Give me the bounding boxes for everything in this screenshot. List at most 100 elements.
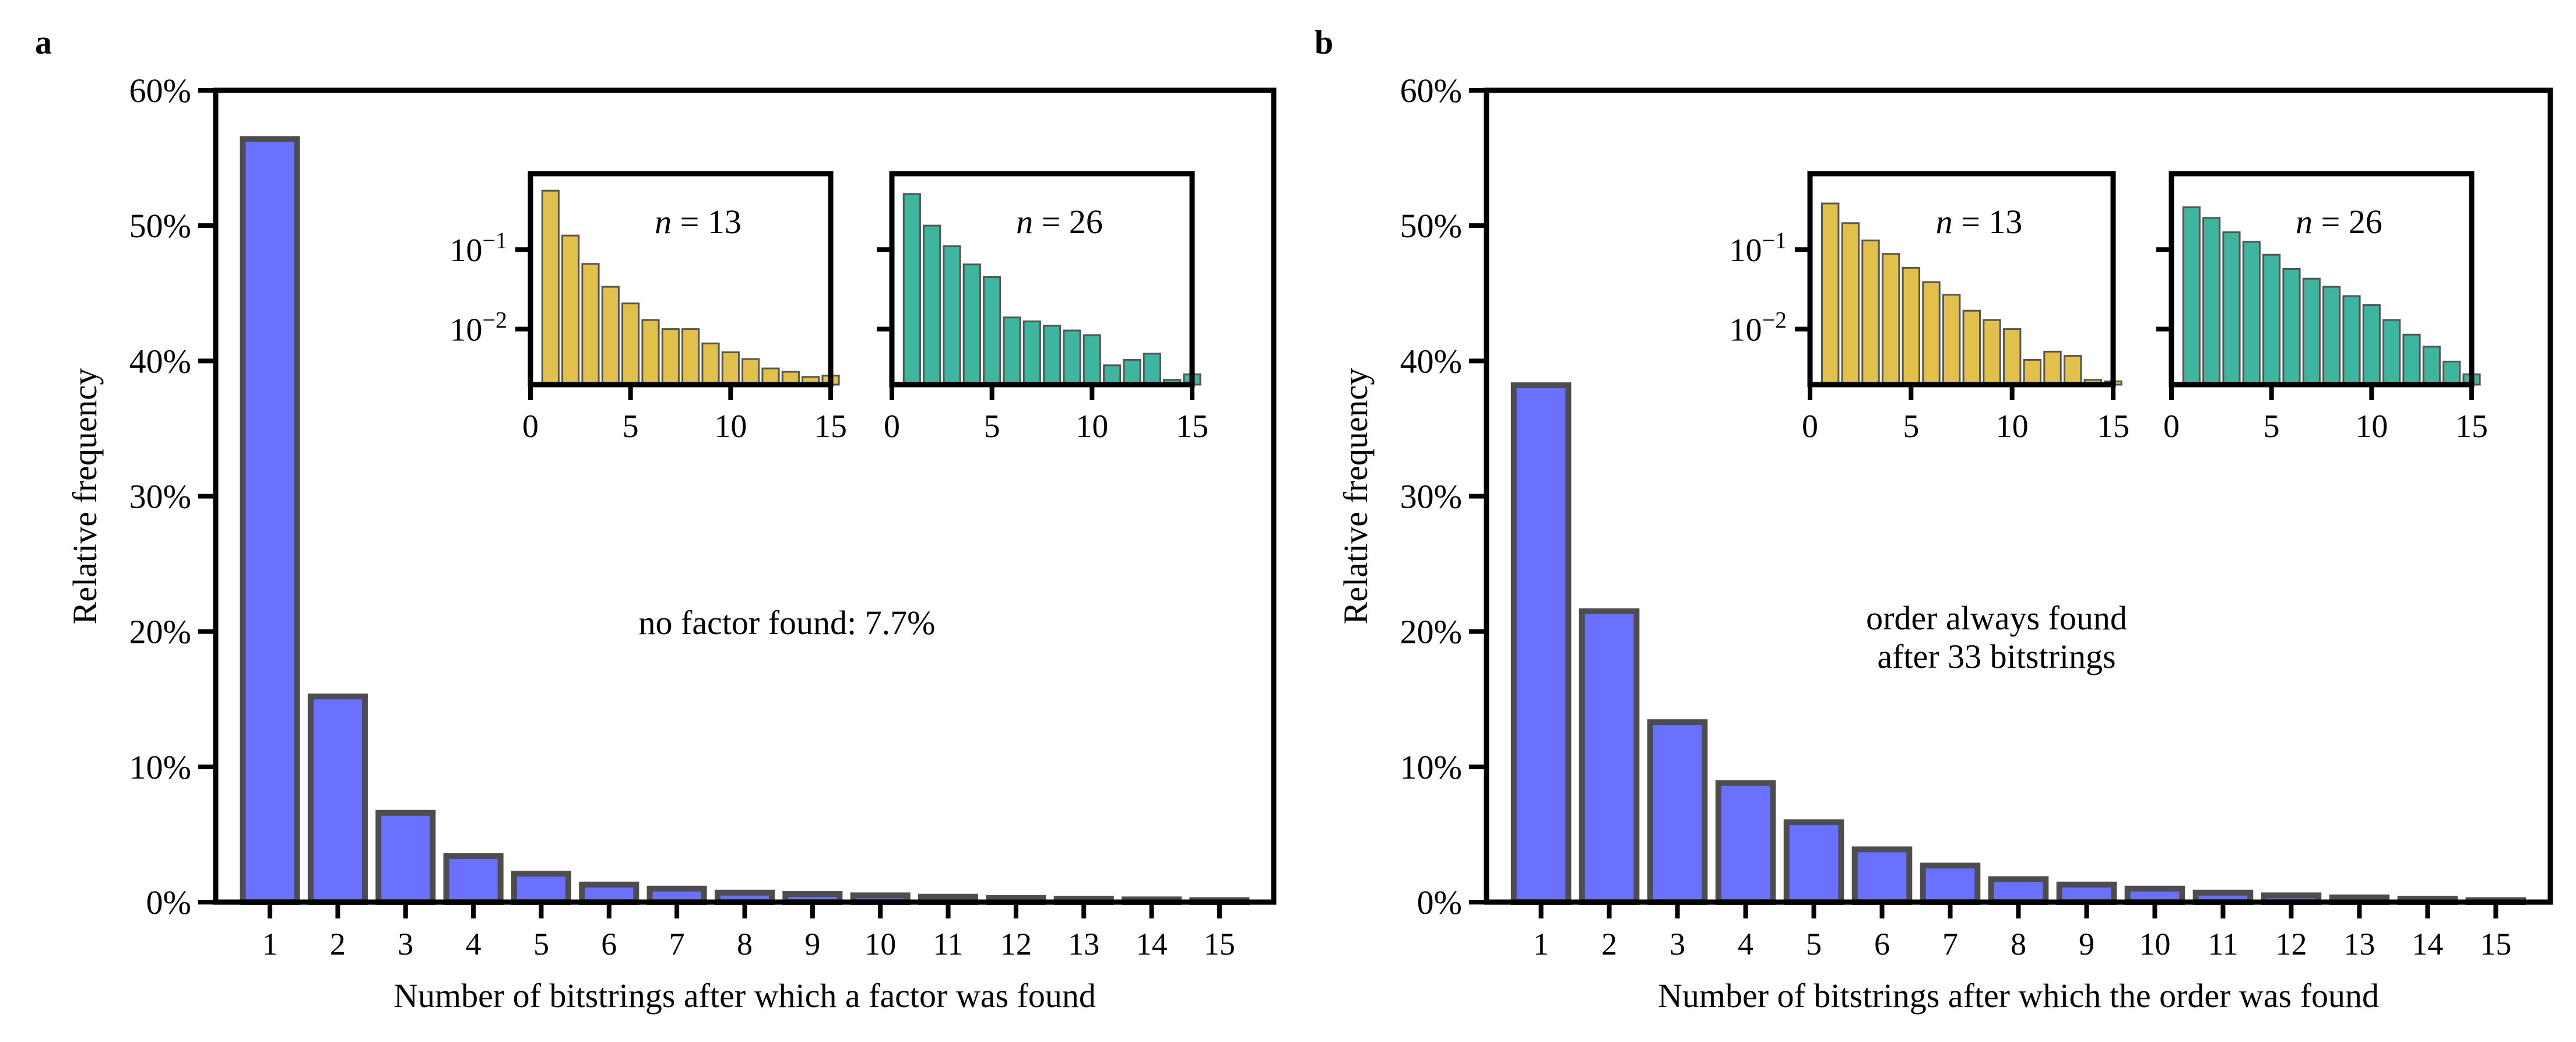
inset-frame — [1807, 171, 2116, 388]
x-tick-label: 14 — [1136, 927, 1168, 962]
inset-y-tick-label: 10−1 — [1729, 227, 1787, 269]
plot-frame — [213, 87, 1277, 905]
inset-frame — [528, 171, 834, 388]
inset-bar — [1962, 309, 1981, 386]
inset-y-tick-base: 10 — [449, 312, 482, 348]
inset-bar — [541, 189, 560, 386]
x-tick-label: 13 — [1068, 927, 1099, 962]
inset-label-variable: n — [1016, 203, 1033, 241]
inset-bar — [1861, 240, 1880, 386]
x-tick-label: 14 — [2412, 927, 2443, 962]
inset-x-tick-label: 0 — [2163, 409, 2180, 445]
x-tick-label: 7 — [1942, 927, 1958, 962]
bar — [443, 853, 504, 906]
inset-bar — [1143, 353, 1161, 386]
inset-x-tick-label: 5 — [984, 409, 1000, 445]
y-tick-label: 10% — [1400, 748, 1462, 786]
x-tick-label: 10 — [864, 927, 896, 962]
inset-bar — [902, 193, 921, 386]
x-tick-label: 15 — [1204, 927, 1235, 962]
bar — [1851, 846, 1913, 905]
y-tick-label: 20% — [129, 613, 191, 651]
inset-bar — [1983, 319, 2001, 386]
inset-bar — [943, 245, 961, 386]
y-tick-label: 50% — [129, 207, 191, 245]
y-tick-label: 30% — [129, 478, 191, 516]
inset-x-tick-label: 10 — [1996, 409, 2029, 445]
x-tick-label: 10 — [2139, 927, 2170, 962]
annotation-text: after 33 bitstrings — [1877, 638, 2115, 675]
inset-bar — [1841, 222, 1860, 386]
inset-bar — [1022, 320, 1041, 386]
inset-bar — [962, 263, 981, 386]
x-tick-label: 11 — [2208, 927, 2238, 962]
x-tick-label: 9 — [2079, 927, 2094, 962]
inset-x-tick-label: 0 — [884, 409, 900, 445]
y-tick-label: 0% — [146, 883, 191, 921]
y-tick-label: 60% — [1400, 72, 1462, 110]
x-tick-label: 15 — [2480, 927, 2511, 962]
x-tick-label: 2 — [1601, 927, 1617, 962]
inset-bar — [1821, 202, 1840, 386]
inset-bar — [2402, 333, 2421, 386]
inset-bar — [1123, 358, 1141, 386]
y-tick-label: 50% — [1400, 207, 1462, 245]
x-tick-label: 6 — [601, 927, 617, 962]
inset-x-tick-label: 10 — [714, 409, 747, 445]
inset-y-tick-exponent: −1 — [1762, 227, 1787, 254]
bar — [2056, 881, 2117, 906]
y-tick-label: 10% — [129, 748, 191, 786]
bar — [1988, 876, 2049, 905]
inset-y-tick-base: 10 — [449, 233, 482, 269]
inset-x-tick-label: 10 — [1076, 409, 1108, 445]
inset-bar — [601, 286, 620, 386]
bar — [511, 871, 572, 905]
inset-x-tick-label: 15 — [2455, 409, 2488, 445]
inset-bar — [983, 276, 1001, 386]
inset-y-tick-exponent: −1 — [482, 227, 507, 254]
x-tick-label: 7 — [669, 927, 685, 962]
inset-label-value: = 13 — [672, 203, 741, 241]
x-tick-label: 9 — [804, 927, 820, 962]
inset-bar — [1003, 316, 1021, 386]
x-axis-label: Number of bitstrings after which the ord… — [1658, 977, 2379, 1015]
bar — [1579, 608, 1640, 905]
inset-bar — [1083, 334, 1101, 386]
bar — [240, 136, 300, 906]
inset-bar — [1922, 281, 1941, 386]
inset-bar — [2302, 277, 2321, 386]
inset-bar — [641, 319, 660, 386]
inset-n26: 0 5 10 15 n = 26 — [877, 171, 1208, 445]
inset-n13: 10−110−20 5 10 15n = 13 — [449, 171, 847, 445]
y-axis-label: Relative frequency — [66, 368, 104, 625]
bar — [1920, 863, 1981, 905]
inset-bar — [1902, 266, 1921, 386]
bar — [307, 694, 368, 906]
inset-x-tick-label: 5 — [623, 409, 639, 445]
inset-y-tick-label: 10−1 — [449, 227, 507, 269]
inset-x-tick-label: 10 — [2355, 409, 2388, 445]
y-tick-label: 20% — [1400, 613, 1462, 651]
inset-y-tick-exponent: −2 — [1762, 307, 1787, 333]
panel-a: a0%10%20%30%40%50%60%1 2 3 4 5 6 7 8 9 10 11 12 13 14… — [35, 23, 1277, 1015]
x-tick-label: 11 — [933, 927, 964, 962]
inset-label-variable: n — [1936, 203, 1953, 241]
x-tick-label: 6 — [1874, 927, 1890, 962]
inset-bar — [581, 263, 600, 386]
x-tick-label: 2 — [330, 927, 346, 962]
bar — [1783, 819, 1844, 905]
inset-bar — [2262, 254, 2281, 386]
inset-bar — [701, 342, 720, 386]
inset-n13: 10−110−20 5 10 15n = 13 — [1729, 171, 2129, 445]
y-axis-label: Relative frequency — [1337, 368, 1375, 625]
inset-bar — [721, 351, 740, 386]
annotation-text: no factor found: 7.7% — [639, 604, 936, 642]
inset-bar — [2222, 231, 2241, 386]
inset-x-tick-label: 5 — [1903, 409, 1919, 445]
inset-frame — [889, 171, 1195, 388]
inset-bar — [661, 328, 680, 386]
inset-frame — [2169, 171, 2475, 388]
inset-y-tick-exponent: −2 — [482, 307, 507, 333]
y-tick-label: 40% — [129, 342, 191, 380]
inset-bar — [2242, 241, 2261, 386]
